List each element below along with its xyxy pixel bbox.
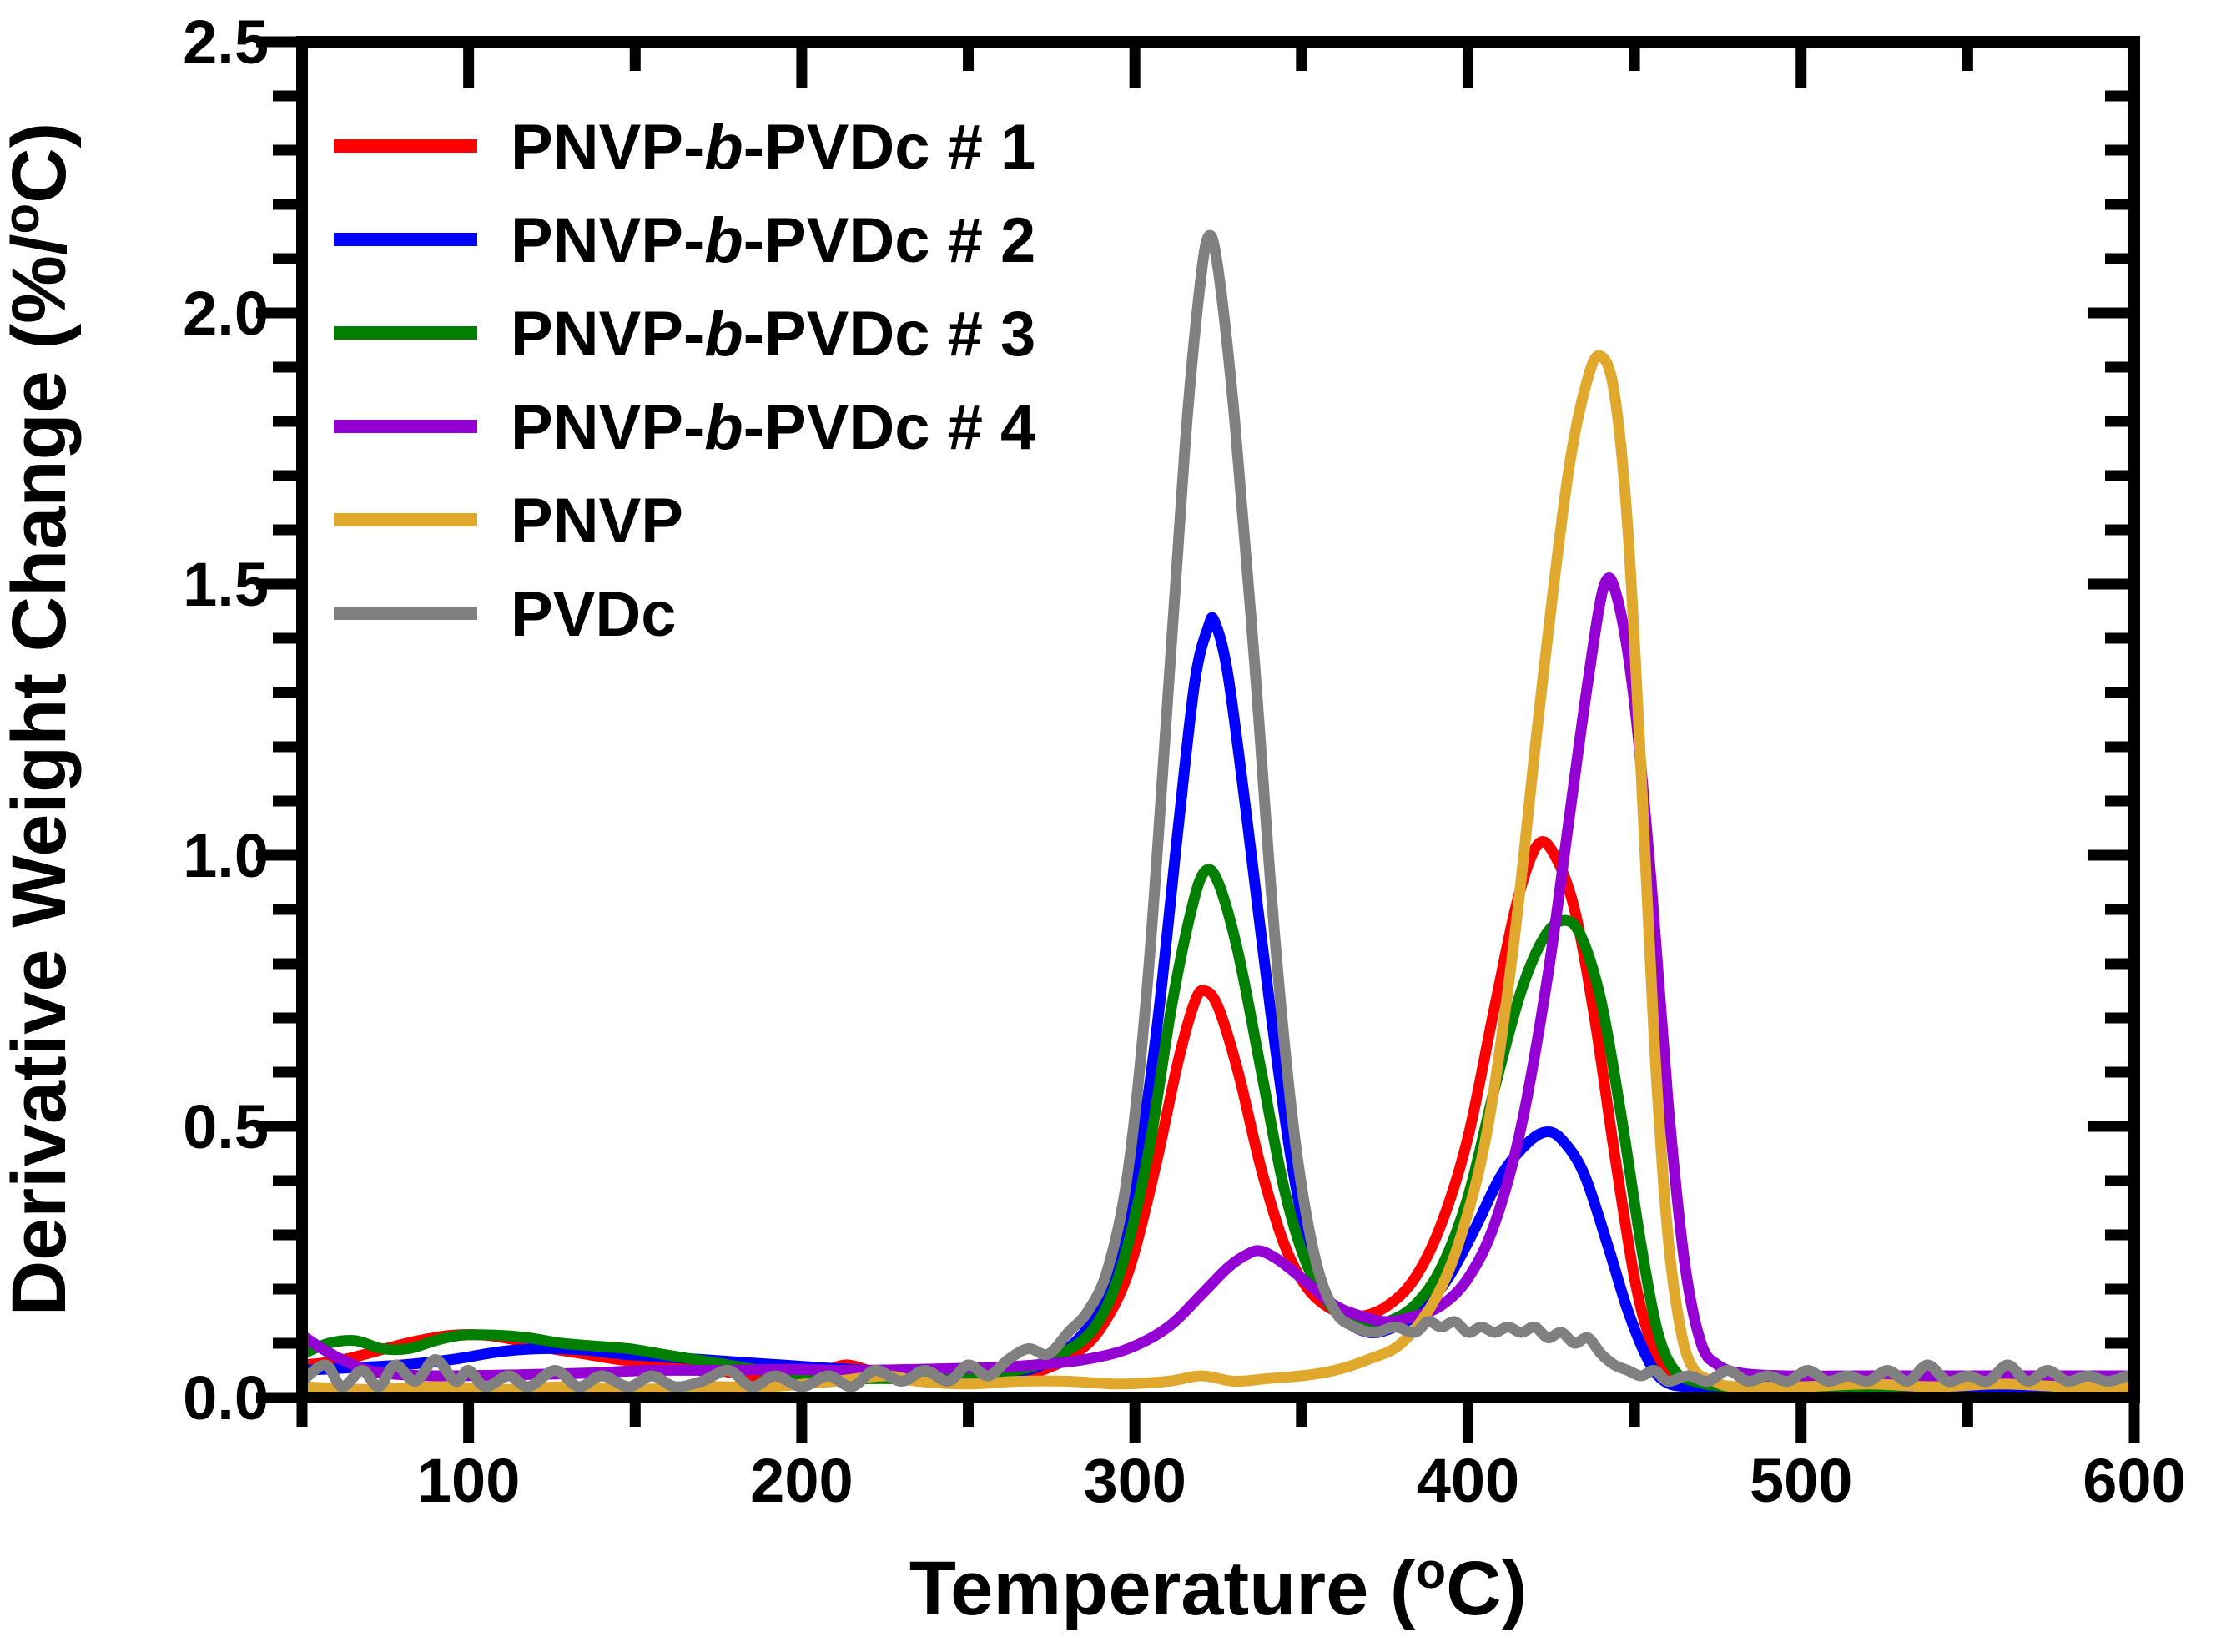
y-tick-label: 2.0 [183,279,269,348]
legend-label: PNVP-b-PVDc # 2 [511,205,1035,276]
legend-label: PNVP-b-PVDc # 3 [511,299,1035,370]
legend-label: PNVP-b-PVDc # 4 [511,392,1035,463]
y-tick-label: 0.0 [183,1363,269,1433]
y-tick-label: 1.5 [183,550,269,619]
x-tick-labels: 100 200 300 400 500 600 [417,1446,2186,1515]
x-axis-title: Temperature (oC) [909,1543,1527,1631]
legend-label: PNVP [511,486,683,557]
plot-frame [296,36,2140,1403]
y-tick-labels: 0.0 0.5 1.0 1.5 2.0 2.5 [183,8,269,1433]
legend-label: PNVP-b-PVDc # 1 [511,112,1035,183]
x-tick-label: 300 [1083,1446,1186,1515]
curve-pnvp-b-pvdc-1 [302,836,2134,1393]
y-tick-label: 1.0 [183,821,269,890]
curve-pnvp-b-pvdc-3 [302,864,2134,1393]
x-tick-label: 400 [1417,1446,1519,1515]
x-tick-label: 200 [750,1446,853,1515]
x-tick-label: 500 [1750,1446,1852,1515]
curve-pnvp-b-pvdc-4 [302,572,2134,1382]
y-tick-label: 0.5 [183,1092,269,1161]
chart-legend: PNVP-b-PVDc # 1 PNVP-b-PVDc # 2 PNVP-b-PVD… [334,112,1035,650]
x-tick-label: 100 [417,1446,520,1515]
data-curves [302,229,2134,1395]
x-tick-label: 600 [2083,1446,2185,1515]
curve-pvdc [302,229,2133,1393]
axis-titles: Temperature (oC) Derivative Weight Change… [0,123,1527,1631]
legend-label: PVDc [511,579,677,650]
y-tick-label: 2.5 [183,8,269,77]
y-axis-title: Derivative Weight Change (%/oC) [0,123,82,1317]
